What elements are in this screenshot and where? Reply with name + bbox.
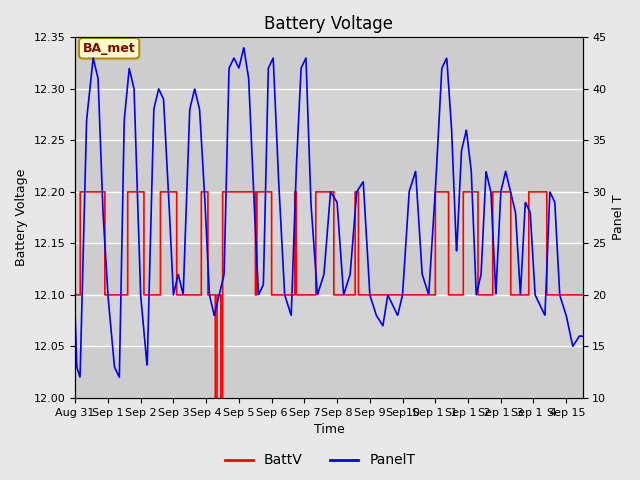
X-axis label: Time: Time: [314, 423, 344, 436]
Y-axis label: Panel T: Panel T: [612, 195, 625, 240]
Legend: BattV, PanelT: BattV, PanelT: [220, 448, 420, 473]
Y-axis label: Battery Voltage: Battery Voltage: [15, 169, 28, 266]
Bar: [75, 243, 582, 295]
Text: BA_met: BA_met: [83, 42, 136, 55]
Bar: [75, 347, 582, 398]
Title: Battery Voltage: Battery Voltage: [264, 15, 394, 33]
Bar: [75, 37, 582, 89]
Bar: [75, 140, 582, 192]
